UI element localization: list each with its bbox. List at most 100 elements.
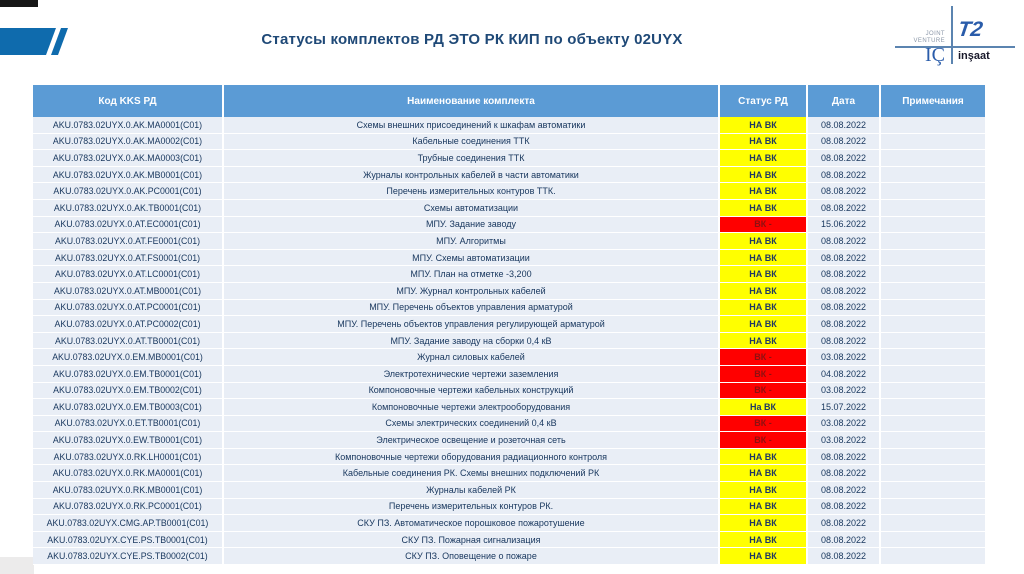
cell-status-badge: НА ВК (720, 117, 808, 134)
table-row: AKU.0783.02UYX.0.AK.TB0001(C01) Схемы ав… (33, 199, 985, 217)
cell-package-name: Компоновочные чертежи электрооборудовани… (224, 399, 720, 416)
cell-kks-code: AKU.0783.02UYX.0.AT.MB0001(C01) (33, 282, 224, 300)
cell-note (881, 382, 985, 400)
cell-status-badge: НА ВК (720, 548, 808, 566)
cell-note (881, 199, 985, 217)
cell-date: 08.08.2022 (808, 166, 881, 184)
cell-kks-code: AKU.0783.02UYX.0.AT.EC0001(C01) (33, 216, 224, 234)
cell-kks-code: AKU.0783.02UYX.0.AT.FE0001(C01) (33, 233, 224, 250)
cell-date: 08.08.2022 (808, 332, 881, 350)
cell-kks-code: AKU.0783.02UYX.0.EW.TB0001(C01) (33, 432, 224, 449)
cell-package-name: МПУ. Задание заводу (224, 216, 720, 234)
cell-kks-code: AKU.0783.02UYX.0.EM.TB0002(C01) (33, 382, 224, 400)
cell-date: 08.08.2022 (808, 299, 881, 317)
cell-note (881, 299, 985, 317)
table-row: AKU.0783.02UYX.0.EM.TB0001(C01) Электрот… (33, 365, 985, 383)
cell-package-name: Схемы электрических соединений 0,4 кВ (224, 415, 720, 433)
cell-date: 03.08.2022 (808, 415, 881, 433)
cell-date: 08.08.2022 (808, 282, 881, 300)
cell-kks-code: AKU.0783.02UYX.0.AK.MA0001(C01) (33, 117, 224, 134)
cell-note (881, 482, 985, 499)
cell-package-name: Журналы кабелей РК (224, 482, 720, 499)
cell-package-name: Трубные соединения ТТК (224, 150, 720, 167)
cell-package-name: Перечень измерительных контуров РК. (224, 498, 720, 516)
cell-status-badge: НА ВК (720, 465, 808, 483)
cell-package-name: МПУ. Алгоритмы (224, 233, 720, 250)
cell-date: 15.07.2022 (808, 399, 881, 416)
top-left-black-bar (0, 0, 38, 7)
cell-date: 08.08.2022 (808, 266, 881, 283)
cell-status-badge: НА ВК (720, 332, 808, 350)
cell-note (881, 150, 985, 167)
bottom-left-mark (0, 557, 34, 574)
table-row: AKU.0783.02UYX.0.AT.EC0001(C01) МПУ. Зад… (33, 216, 985, 234)
column-header-notes: Примечания (881, 85, 985, 117)
cell-package-name: Электротехнические чертежи заземления (224, 365, 720, 383)
table-row: AKU.0783.02UYX.0.ET.TB0001(C01) Схемы эл… (33, 415, 985, 433)
cell-status-badge: НА ВК (720, 299, 808, 317)
table-row: AKU.0783.02UYX.0.AT.FE0001(C01) МПУ. Алг… (33, 233, 985, 250)
logo-joint-word: JOINT (925, 31, 945, 37)
table-row: AKU.0783.02UYX.CMG.AP.TB0001(C01) СКУ ПЗ… (33, 515, 985, 532)
cell-package-name: МПУ. Перечень объектов управления регули… (224, 316, 720, 333)
cell-status-badge: НА ВК (720, 498, 808, 516)
cell-note (881, 216, 985, 234)
table-row: AKU.0783.02UYX.0.EM.TB0003(C01) Компонов… (33, 399, 985, 416)
cell-package-name: МПУ. Журнал контрольных кабелей (224, 282, 720, 300)
table-row: AKU.0783.02UYX.0.RK.MA0001(C01) Кабельны… (33, 465, 985, 483)
cell-note (881, 166, 985, 184)
cell-package-name: СКУ ПЗ. Оповещение о пожаре (224, 548, 720, 566)
table-row: AKU.0783.02UYX.0.EM.MB0001(C01) Журнал с… (33, 349, 985, 366)
cell-package-name: СКУ ПЗ. Автоматическое порошковое пожаро… (224, 515, 720, 532)
blue-parallelogram-accent (0, 28, 68, 55)
column-header-package-name: Наименование комплекта (224, 85, 720, 117)
table-row: AKU.0783.02UYX.0.AK.MA0001(C01) Схемы вн… (33, 117, 985, 134)
logo-venture-word: VENTURE (913, 37, 945, 44)
table-row: AKU.0783.02UYX.0.AT.LC0001(C01) МПУ. Пла… (33, 266, 985, 283)
cell-date: 08.08.2022 (808, 199, 881, 217)
cell-kks-code: AKU.0783.02UYX.0.AK.PC0001(C01) (33, 183, 224, 200)
cell-note (881, 531, 985, 549)
cell-kks-code: AKU.0783.02UYX.0.EM.MB0001(C01) (33, 349, 224, 366)
cell-kks-code: AKU.0783.02UYX.0.RK.MB0001(C01) (33, 482, 224, 499)
cell-package-name: МПУ. Задание заводу на сборки 0,4 кВ (224, 332, 720, 350)
table-row: AKU.0783.02UYX.0.AT.PC0002(C01) МПУ. Пер… (33, 316, 985, 333)
cell-note (881, 448, 985, 466)
cell-note (881, 266, 985, 283)
cell-note (881, 498, 985, 516)
cell-kks-code: AKU.0783.02UYX.0.AK.MA0002(C01) (33, 133, 224, 151)
cell-package-name: Схемы внешних присоединений к шкафам авт… (224, 117, 720, 134)
cell-note (881, 415, 985, 433)
table-row: AKU.0783.02UYX.0.AK.MA0002(C01) Кабельны… (33, 133, 985, 151)
cell-note (881, 282, 985, 300)
cell-note (881, 465, 985, 483)
table-row: AKU.0783.02UYX.CYE.PS.TB0001(C01) СКУ ПЗ… (33, 531, 985, 549)
cell-kks-code: AKU.0783.02UYX.0.AT.PC0001(C01) (33, 299, 224, 317)
cell-kks-code: AKU.0783.02UYX.0.RK.LH0001(C01) (33, 448, 224, 466)
cell-note (881, 365, 985, 383)
cell-kks-code: AKU.0783.02UYX.CYE.PS.TB0001(C01) (33, 531, 224, 549)
cell-status-badge: НА ВК (720, 515, 808, 532)
cell-kks-code: AKU.0783.02UYX.CYE.PS.TB0002(C01) (33, 548, 224, 566)
cell-date: 03.08.2022 (808, 349, 881, 366)
cell-package-name: МПУ. Схемы автоматизации (224, 249, 720, 267)
cell-status-badge: НА ВК (720, 233, 808, 250)
table-row: AKU.0783.02UYX.0.AT.TB0001(C01) МПУ. Зад… (33, 332, 985, 350)
cell-date: 08.08.2022 (808, 498, 881, 516)
cell-date: 08.08.2022 (808, 233, 881, 250)
table-header-row: Код KKS РД Наименование комплекта Статус… (33, 85, 985, 117)
cell-status-badge: ВК - (720, 382, 808, 400)
cell-note (881, 548, 985, 566)
table-row: AKU.0783.02UYX.0.AT.FS0001(C01) МПУ. Схе… (33, 249, 985, 267)
cell-package-name: Журналы контрольных кабелей в части авто… (224, 166, 720, 184)
table-row: AKU.0783.02UYX.CYE.PS.TB0002(C01) СКУ ПЗ… (33, 548, 985, 566)
cell-kks-code: AKU.0783.02UYX.0.AT.FS0001(C01) (33, 249, 224, 267)
ic-logo: IÇ (925, 44, 945, 66)
cell-date: 08.08.2022 (808, 531, 881, 549)
cell-note (881, 349, 985, 366)
cell-package-name: Компоновочные чертежи кабельных конструк… (224, 382, 720, 400)
cell-note (881, 399, 985, 416)
table-row: AKU.0783.02UYX.0.EM.TB0002(C01) Компонов… (33, 382, 985, 400)
cell-date: 08.08.2022 (808, 183, 881, 200)
status-table: Код KKS РД Наименование комплекта Статус… (33, 85, 985, 566)
